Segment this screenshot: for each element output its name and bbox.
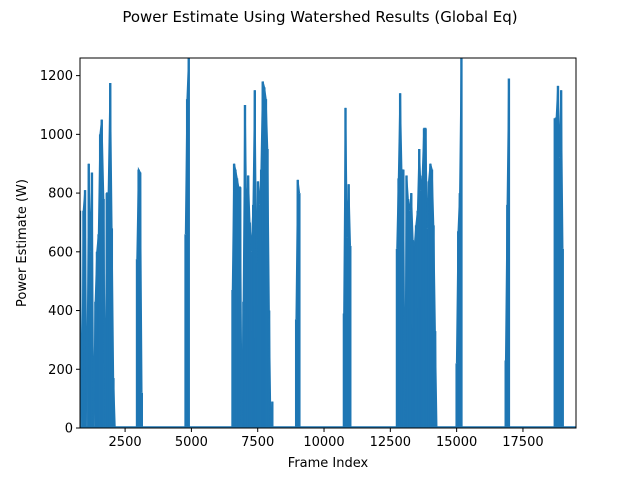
series-burst: [231, 81, 274, 428]
y-tick-label: 200: [48, 363, 73, 378]
plot-area: [80, 58, 576, 428]
x-tick-label: 5000: [175, 435, 208, 450]
y-tick-label: 800: [48, 187, 73, 202]
series-line: [504, 78, 510, 361]
series-burst: [455, 58, 463, 428]
x-tick-label: 12500: [370, 435, 411, 450]
x-axis: 2500 5000 7500 10000 12500 15000 17500: [109, 428, 544, 450]
series-burst: [184, 58, 190, 428]
x-tick-label: 15000: [436, 435, 477, 450]
x-axis-label: Frame Index: [288, 456, 369, 471]
x-tick-label: 10000: [303, 435, 344, 450]
series-burst: [135, 166, 144, 428]
y-tick-label: 0: [65, 422, 73, 437]
x-tick-label: 17500: [502, 435, 543, 450]
series-line: [80, 82, 116, 428]
x-tick-label: 2500: [109, 435, 142, 450]
plot-frame: [79, 57, 577, 429]
series-burst: [294, 179, 301, 428]
series-line: [136, 166, 143, 393]
series-line: [343, 107, 352, 314]
y-tick-label: 600: [48, 245, 73, 260]
chart-title: Power Estimate Using Watershed Results (…: [122, 8, 517, 26]
series-burst: [395, 93, 438, 428]
y-axis-label: Power Estimate (W): [15, 179, 30, 307]
series-burst: [342, 107, 352, 428]
series-line: [554, 85, 564, 249]
series-burst: [553, 85, 564, 428]
x-tick-label: 7500: [241, 435, 274, 450]
y-tick-label: 1200: [40, 69, 73, 84]
series-line: [455, 58, 463, 364]
series-burst: [80, 82, 116, 428]
y-tick-label: 400: [48, 304, 73, 319]
y-tick-label: 1000: [40, 128, 73, 143]
series-line: [184, 58, 190, 235]
series-line: [231, 81, 274, 428]
series-line: [396, 93, 438, 428]
series-burst: [504, 78, 511, 428]
series-line: [295, 179, 301, 320]
y-axis: 0 200 400 600 800 1000 1200: [40, 69, 80, 437]
